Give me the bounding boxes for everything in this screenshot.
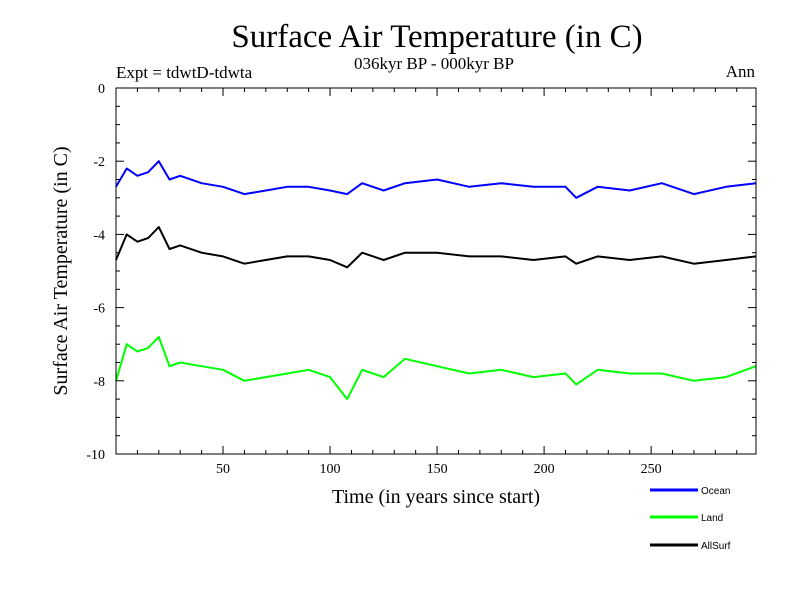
series-line-ocean [115,160,757,199]
y-tick-label: -6 [93,302,105,317]
chart-title: Surface Air Temperature (in C) [231,19,642,55]
series-line-land [115,335,757,401]
experiment-label: Expt = tdwtD-tdwta [116,63,253,82]
x-tick-label: 100 [320,462,341,477]
legend: Ocean Land AllSurf [650,486,731,552]
legend-label-ocean: Ocean [701,486,730,497]
axis-tick-labels: 50 100 150 200 250 0 -2 -4 -6 -8 -10 [86,82,661,477]
y-tick-label: -4 [93,228,105,243]
x-axis-label: Time (in years since start) [332,486,540,508]
x-tick-label: 150 [427,462,448,477]
y-tick-label: 0 [98,82,105,97]
plot-lines [115,160,757,401]
legend-label-allsurf: AllSurf [701,541,731,552]
axis-ticks [116,87,756,455]
legend-label-land: Land [701,513,723,524]
season-label: Ann [726,62,756,81]
x-tick-label: 50 [216,462,230,477]
y-tick-label: -8 [93,375,105,390]
y-axis-label: Surface Air Temperature (in C) [50,146,72,395]
y-tick-label: -2 [93,155,105,170]
y-tick-label: -10 [86,448,105,463]
x-tick-label: 250 [641,462,662,477]
series-line-allsurf [115,226,757,269]
chart-subtitle: 036kyr BP - 000kyr BP [354,54,514,73]
x-tick-label: 200 [534,462,555,477]
